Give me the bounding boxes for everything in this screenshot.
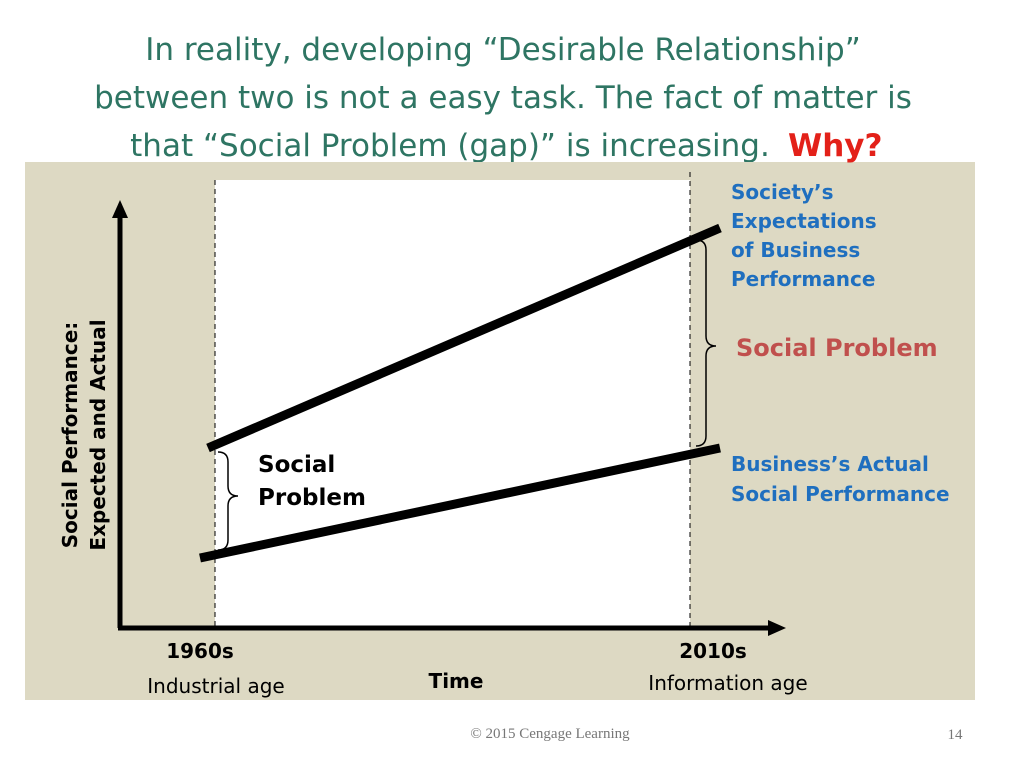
expectations-label: Expectations <box>731 209 877 233</box>
y-arrow <box>112 200 128 218</box>
y-axis-label: Expected and Actual <box>86 319 110 550</box>
expectations-label: of Business <box>731 238 860 262</box>
title-line: that “Social Problem (gap)” is increasin… <box>130 128 770 164</box>
period-area <box>215 180 690 626</box>
era-label: Information age <box>648 671 807 695</box>
copyright: © 2015 Cengage Learning <box>470 726 630 742</box>
actual-label: Business’s Actual <box>731 452 929 476</box>
x-axis-label: Time <box>429 669 484 693</box>
brace <box>695 239 717 447</box>
title-line: between two is not a easy task. The fact… <box>94 80 912 116</box>
brace <box>217 451 239 551</box>
x-arrow <box>768 620 786 636</box>
period-label: 2010s <box>679 639 747 663</box>
gap-label: Social <box>258 452 335 478</box>
era-label: Industrial age <box>147 674 284 698</box>
gap-label: Social Problem <box>736 334 938 362</box>
title-line: In reality, developing “Desirable Relati… <box>145 32 861 68</box>
period-label: 1960s <box>166 639 234 663</box>
title-emphasis: Why? <box>788 128 882 164</box>
y-axis-label: Social Performance: <box>58 322 82 549</box>
page-number: 14 <box>948 727 964 743</box>
expectations-line <box>206 223 722 453</box>
actual-line <box>199 443 721 563</box>
expectations-label: Performance <box>731 267 875 291</box>
actual-label: Social Performance <box>731 482 950 506</box>
gap-label: Problem <box>258 485 366 511</box>
expectations-label: Society’s <box>731 180 834 204</box>
